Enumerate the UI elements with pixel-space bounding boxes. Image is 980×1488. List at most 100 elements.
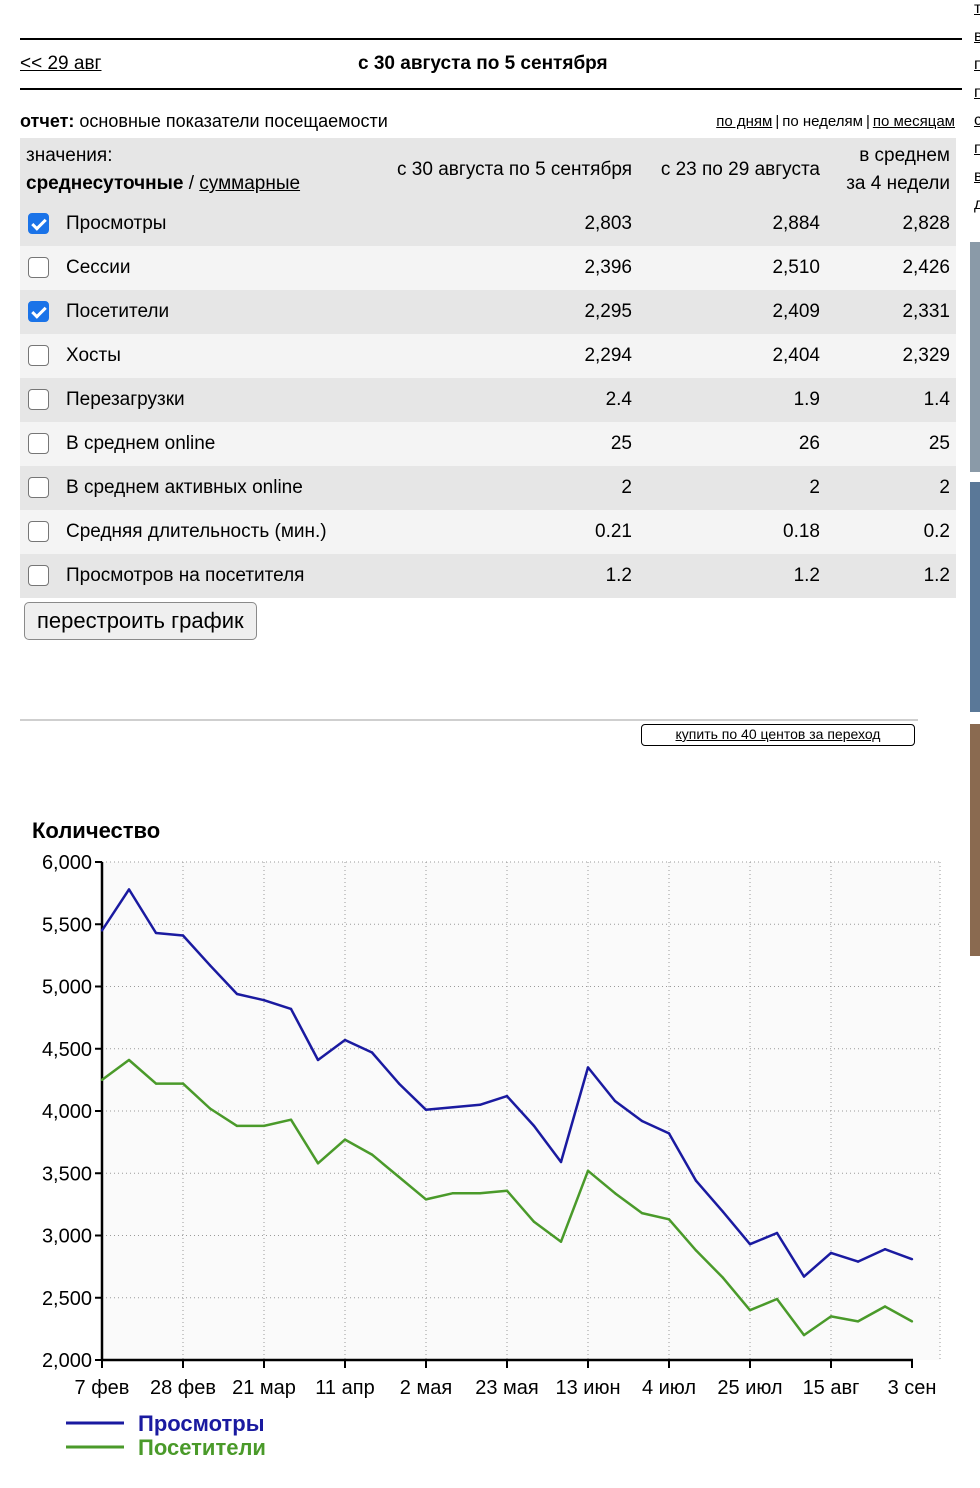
data-point — [694, 1249, 698, 1252]
metric-label: В среднем активных online — [66, 476, 303, 498]
prev-period-link[interactable]: << 29 авг — [20, 53, 102, 74]
metric-checkbox[interactable] — [28, 257, 49, 279]
data-point — [100, 1078, 104, 1082]
value-previous-week: 2,884 — [638, 202, 826, 246]
view-by-weeks-current: по неделям — [782, 113, 863, 130]
sidebar-image-fragment[interactable] — [970, 724, 980, 956]
data-point — [667, 1132, 671, 1135]
view-by-months-link[interactable]: по месяцам — [872, 113, 955, 130]
value-four-week-avg: 2,426 — [826, 246, 956, 290]
value-previous-week: 0.18 — [638, 510, 826, 554]
metric-label: Перезагрузки — [66, 388, 185, 410]
table-header: значения: среднесуточные / суммарные с 3… — [20, 138, 956, 202]
y-tick-label: 2,500 — [42, 1288, 92, 1310]
value-four-week-avg: 2 — [826, 466, 956, 510]
report-label: отчет: — [20, 111, 75, 131]
data-point — [748, 1243, 752, 1246]
sidebar-link-fragment[interactable]: в — [974, 168, 980, 185]
value-previous-week: 2,409 — [638, 290, 826, 334]
view-by-days-link[interactable]: по дням — [716, 113, 773, 130]
metric-cell: Перезагрузки — [20, 378, 376, 422]
sidebar-image-fragment[interactable] — [970, 242, 980, 472]
data-point — [235, 992, 239, 996]
metric-label: В среднем online — [66, 432, 216, 454]
data-point — [883, 1305, 887, 1308]
mode-daily-active: среднесуточные — [26, 173, 184, 194]
value-four-week-avg: 2,828 — [826, 202, 956, 246]
table-row: Средняя длительность (мин.) 0.21 0.18 0.2 — [20, 510, 956, 554]
y-tick-label: 2,000 — [42, 1350, 92, 1372]
data-point — [883, 1247, 887, 1251]
metric-checkbox[interactable] — [28, 565, 49, 587]
col-four-week-avg: в среднем за 4 недели — [826, 138, 956, 202]
mode-total-link[interactable]: суммарные — [199, 173, 301, 194]
value-previous-week: 26 — [638, 422, 826, 466]
data-point — [721, 1210, 725, 1214]
sidebar-link-fragment[interactable]: п — [974, 56, 980, 73]
data-point — [910, 1320, 914, 1323]
table-row: Перезагрузки 2.4 1.9 1.4 — [20, 378, 956, 422]
x-tick-label: 11 апр — [315, 1377, 374, 1399]
metric-checkbox[interactable] — [28, 521, 49, 543]
data-point — [586, 1169, 590, 1172]
metric-checkbox[interactable] — [28, 345, 49, 367]
data-point — [775, 1297, 779, 1301]
data-point — [559, 1160, 563, 1164]
x-tick-label: 23 мая — [475, 1377, 539, 1399]
value-four-week-avg: 1.4 — [826, 378, 956, 422]
sidebar-link-fragment[interactable]: п — [974, 84, 980, 101]
x-tick-label: 7 фев — [75, 1377, 130, 1399]
sidebar-link-fragment[interactable]: в — [974, 28, 980, 45]
data-point — [370, 1051, 374, 1054]
y-axis-title: Количество — [32, 818, 160, 843]
data-point — [154, 931, 158, 935]
data-point — [910, 1257, 914, 1261]
data-point — [397, 1082, 401, 1085]
stats-table: значения: среднесуточные / суммарные с 3… — [20, 138, 956, 598]
data-point — [208, 1107, 212, 1110]
values-label: значения: — [26, 145, 113, 166]
traffic-line-chart: 2,000 2,500 3,000 3,500 4,000 4,500 5,000 5,500… — [32, 818, 941, 1460]
data-point — [802, 1275, 806, 1278]
value-current-week: 0.21 — [376, 510, 638, 554]
data-point — [316, 1162, 320, 1165]
metric-label: Просмотров на посетителя — [66, 564, 305, 586]
metric-cell: В среднем активных online — [20, 466, 376, 510]
value-current-week: 2,396 — [376, 246, 638, 290]
buy-traffic-link[interactable]: купить по 40 центов за переход — [641, 724, 915, 746]
data-point — [829, 1315, 833, 1318]
sidebar-link-fragment[interactable]: с — [974, 112, 980, 129]
value-previous-week: 2 — [638, 466, 826, 510]
data-point — [478, 1103, 482, 1106]
data-point — [424, 1108, 428, 1111]
data-point — [640, 1211, 644, 1215]
data-point — [154, 1082, 158, 1085]
sidebar-image-fragment[interactable] — [970, 482, 980, 712]
data-point — [343, 1138, 347, 1141]
value-four-week-avg: 2,329 — [826, 334, 956, 378]
sidebar-link-fragment[interactable]: п — [974, 140, 980, 157]
sidebar-link-fragment[interactable]: д — [974, 196, 980, 213]
data-point — [181, 1082, 185, 1085]
metric-checkbox[interactable] — [28, 301, 49, 323]
data-point — [775, 1231, 779, 1235]
rebuild-chart-button[interactable]: перестроить график — [24, 602, 257, 640]
data-point — [316, 1058, 320, 1062]
x-tick-label: 25 июл — [717, 1377, 782, 1399]
data-point — [343, 1038, 347, 1042]
metric-label: Хосты — [66, 344, 121, 366]
table-row: В среднем активных online 2 2 2 — [20, 466, 956, 510]
sidebar-link-fragment[interactable]: т — [974, 0, 980, 17]
metric-checkbox[interactable] — [28, 389, 49, 411]
metric-checkbox[interactable] — [28, 213, 49, 235]
value-four-week-avg: 0.2 — [826, 510, 956, 554]
y-tick-label: 5,000 — [42, 977, 92, 999]
y-tick-label: 6,000 — [42, 852, 92, 874]
chart-divider — [20, 719, 918, 721]
metric-checkbox[interactable] — [28, 433, 49, 455]
value-previous-week: 2,510 — [638, 246, 826, 290]
metric-checkbox[interactable] — [28, 477, 49, 499]
metric-label: Просмотры — [66, 212, 167, 234]
values-mode-cell: значения: среднесуточные / суммарные — [20, 138, 376, 202]
